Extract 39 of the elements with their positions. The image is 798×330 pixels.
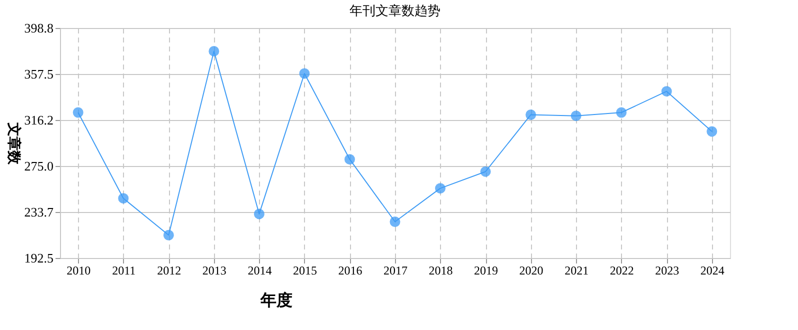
y-tick-label: 398.8 [24, 20, 54, 36]
point [661, 86, 672, 97]
point [208, 46, 220, 56]
y-tick-label: 275.0 [24, 158, 54, 174]
x-tick-label: 2010 [66, 264, 91, 278]
x-tick-label: 2023 [655, 264, 680, 278]
x-tick-label: 2016 [338, 264, 362, 278]
y-tick-label: 316.2 [24, 112, 54, 128]
point [163, 230, 174, 240]
x-tick-label: 2019 [474, 264, 498, 278]
chart-title: 年刊文章数趋势 [350, 3, 440, 18]
point [526, 110, 536, 120]
x-axis-title: 年度 [260, 290, 292, 310]
y-tick-label: 233.7 [24, 204, 54, 220]
point [118, 193, 129, 204]
x-tick-label: 2021 [564, 264, 589, 278]
x-tick-label: 2020 [519, 264, 544, 278]
y-tick-label: 192.5 [24, 250, 54, 266]
point [616, 107, 627, 118]
x-tick-label: 2017 [384, 264, 408, 278]
point [72, 107, 84, 118]
point [344, 154, 355, 165]
point [390, 216, 400, 227]
point [570, 110, 582, 122]
y-axis-title: 文章数 [5, 122, 22, 166]
y-tick-label: 357.5 [24, 66, 54, 82]
point [706, 126, 718, 137]
x-tick-label: 2013 [202, 264, 226, 278]
x-tick-label: 2015 [292, 264, 317, 278]
x-tick-label: 2011 [112, 264, 136, 278]
point [480, 166, 491, 177]
point [435, 183, 446, 194]
x-tick-label: 2014 [248, 264, 272, 278]
point [299, 68, 310, 79]
point [254, 208, 264, 220]
x-tick-label: 2018 [428, 264, 453, 278]
x-tick-label: 2024 [700, 264, 724, 278]
x-tick-label: 2022 [610, 264, 634, 278]
x-tick-label: 2012 [157, 264, 182, 278]
